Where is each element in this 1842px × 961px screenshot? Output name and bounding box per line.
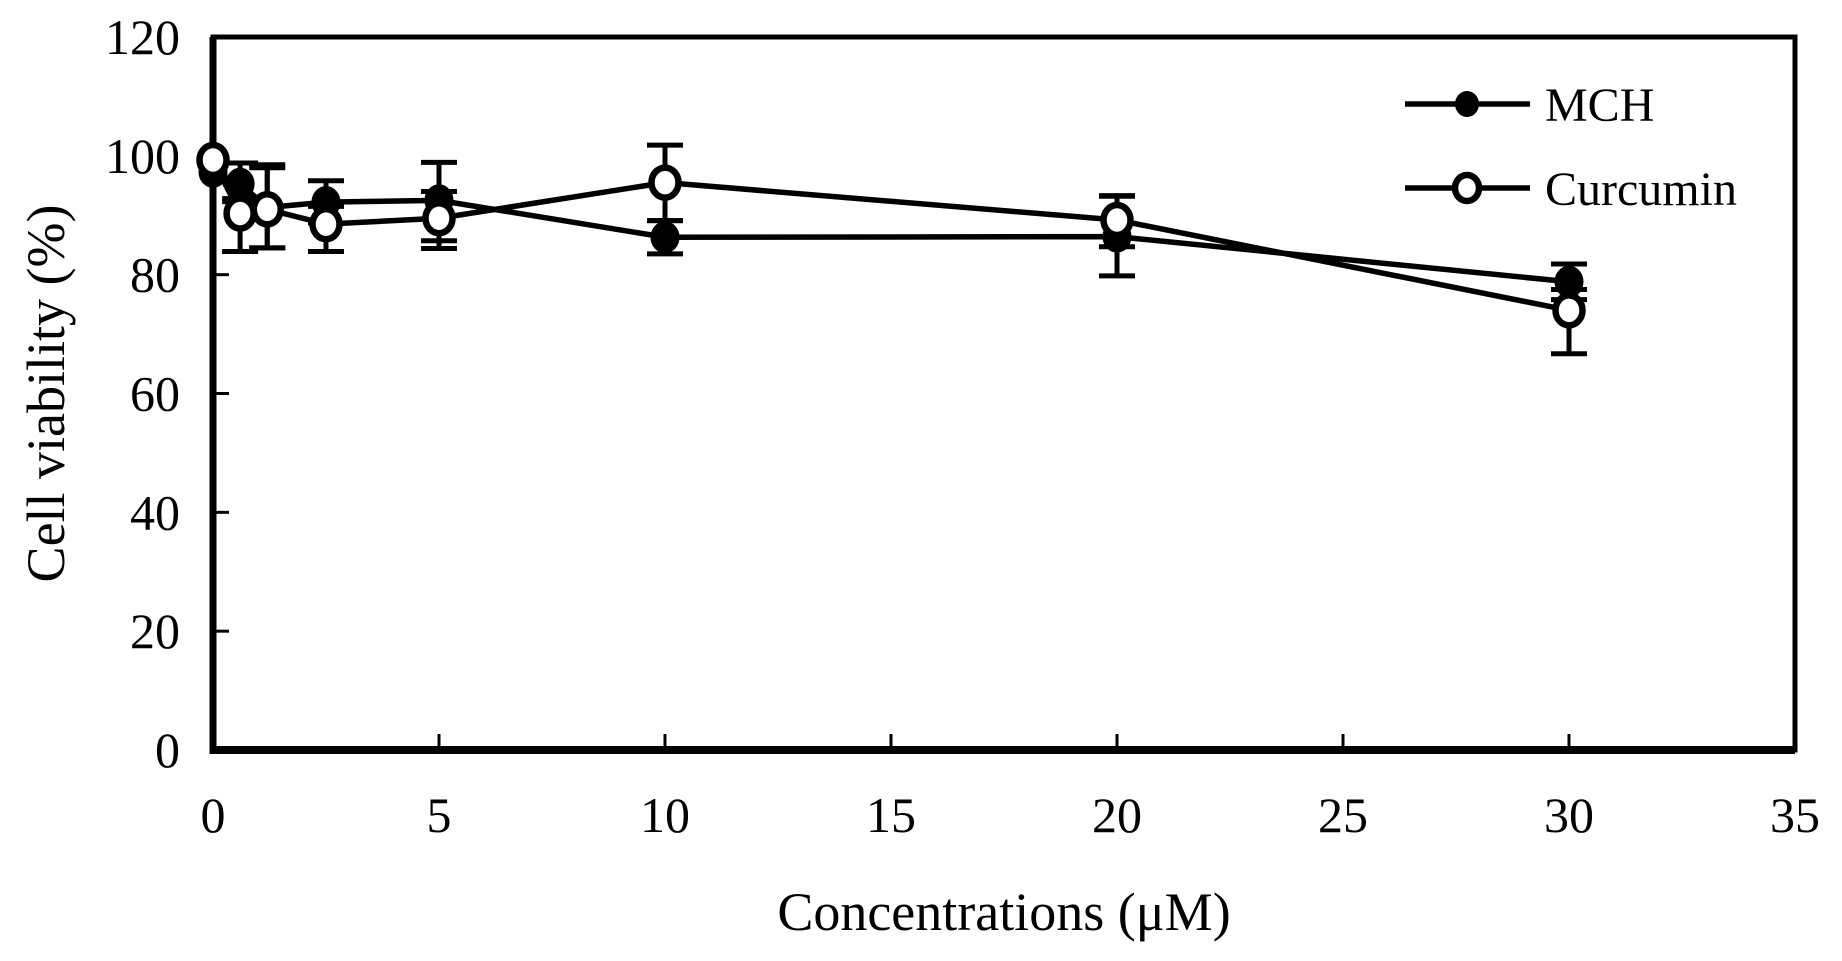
data-point-marker <box>650 221 680 254</box>
data-point-marker <box>250 191 284 228</box>
y-tick-label: 0 <box>155 722 180 778</box>
legend-item-curcumin: Curcumin <box>1405 163 1737 216</box>
x-tick-label: 35 <box>1770 787 1820 843</box>
data-point-marker <box>648 164 682 201</box>
x-tick-label: 20 <box>1092 787 1142 843</box>
series-curcumin <box>196 141 1587 357</box>
x-tick-label: 30 <box>1544 787 1594 843</box>
y-tick-label: 80 <box>130 247 180 303</box>
legend-label: Curcumin <box>1545 163 1737 216</box>
y-axis: 0 20 40 60 80 100 120 <box>105 9 229 778</box>
y-axis-label: Cell viability (%) <box>16 205 76 583</box>
markers <box>196 141 1586 329</box>
data-point-marker <box>309 205 343 243</box>
data-point-marker <box>422 199 456 237</box>
legend-label: MCH <box>1545 79 1654 132</box>
data-point-marker <box>196 141 230 179</box>
open-circle-icon <box>1451 171 1483 205</box>
legend-item-mch: MCH <box>1405 79 1654 132</box>
data-point-marker <box>223 195 257 232</box>
legend: MCH Curcumin <box>1405 79 1737 216</box>
x-axis: 0 5 10 15 20 25 30 35 <box>201 734 1820 843</box>
y-tick-label: 20 <box>130 603 180 659</box>
x-tick-label: 5 <box>427 787 452 843</box>
data-point-marker <box>1100 201 1134 239</box>
y-tick-label: 60 <box>130 366 180 422</box>
filled-circle-icon <box>1455 91 1479 117</box>
x-tick-label: 15 <box>866 787 916 843</box>
y-tick-label: 40 <box>130 484 180 540</box>
x-tick-label: 25 <box>1318 787 1368 843</box>
data-point-marker <box>1552 292 1586 329</box>
y-tick-label: 100 <box>105 128 180 184</box>
x-axis-label: Concentrations (μM) <box>777 882 1230 942</box>
x-tick-label: 0 <box>201 787 226 843</box>
y-tick-label: 120 <box>105 9 180 65</box>
x-tick-label: 10 <box>640 787 690 843</box>
